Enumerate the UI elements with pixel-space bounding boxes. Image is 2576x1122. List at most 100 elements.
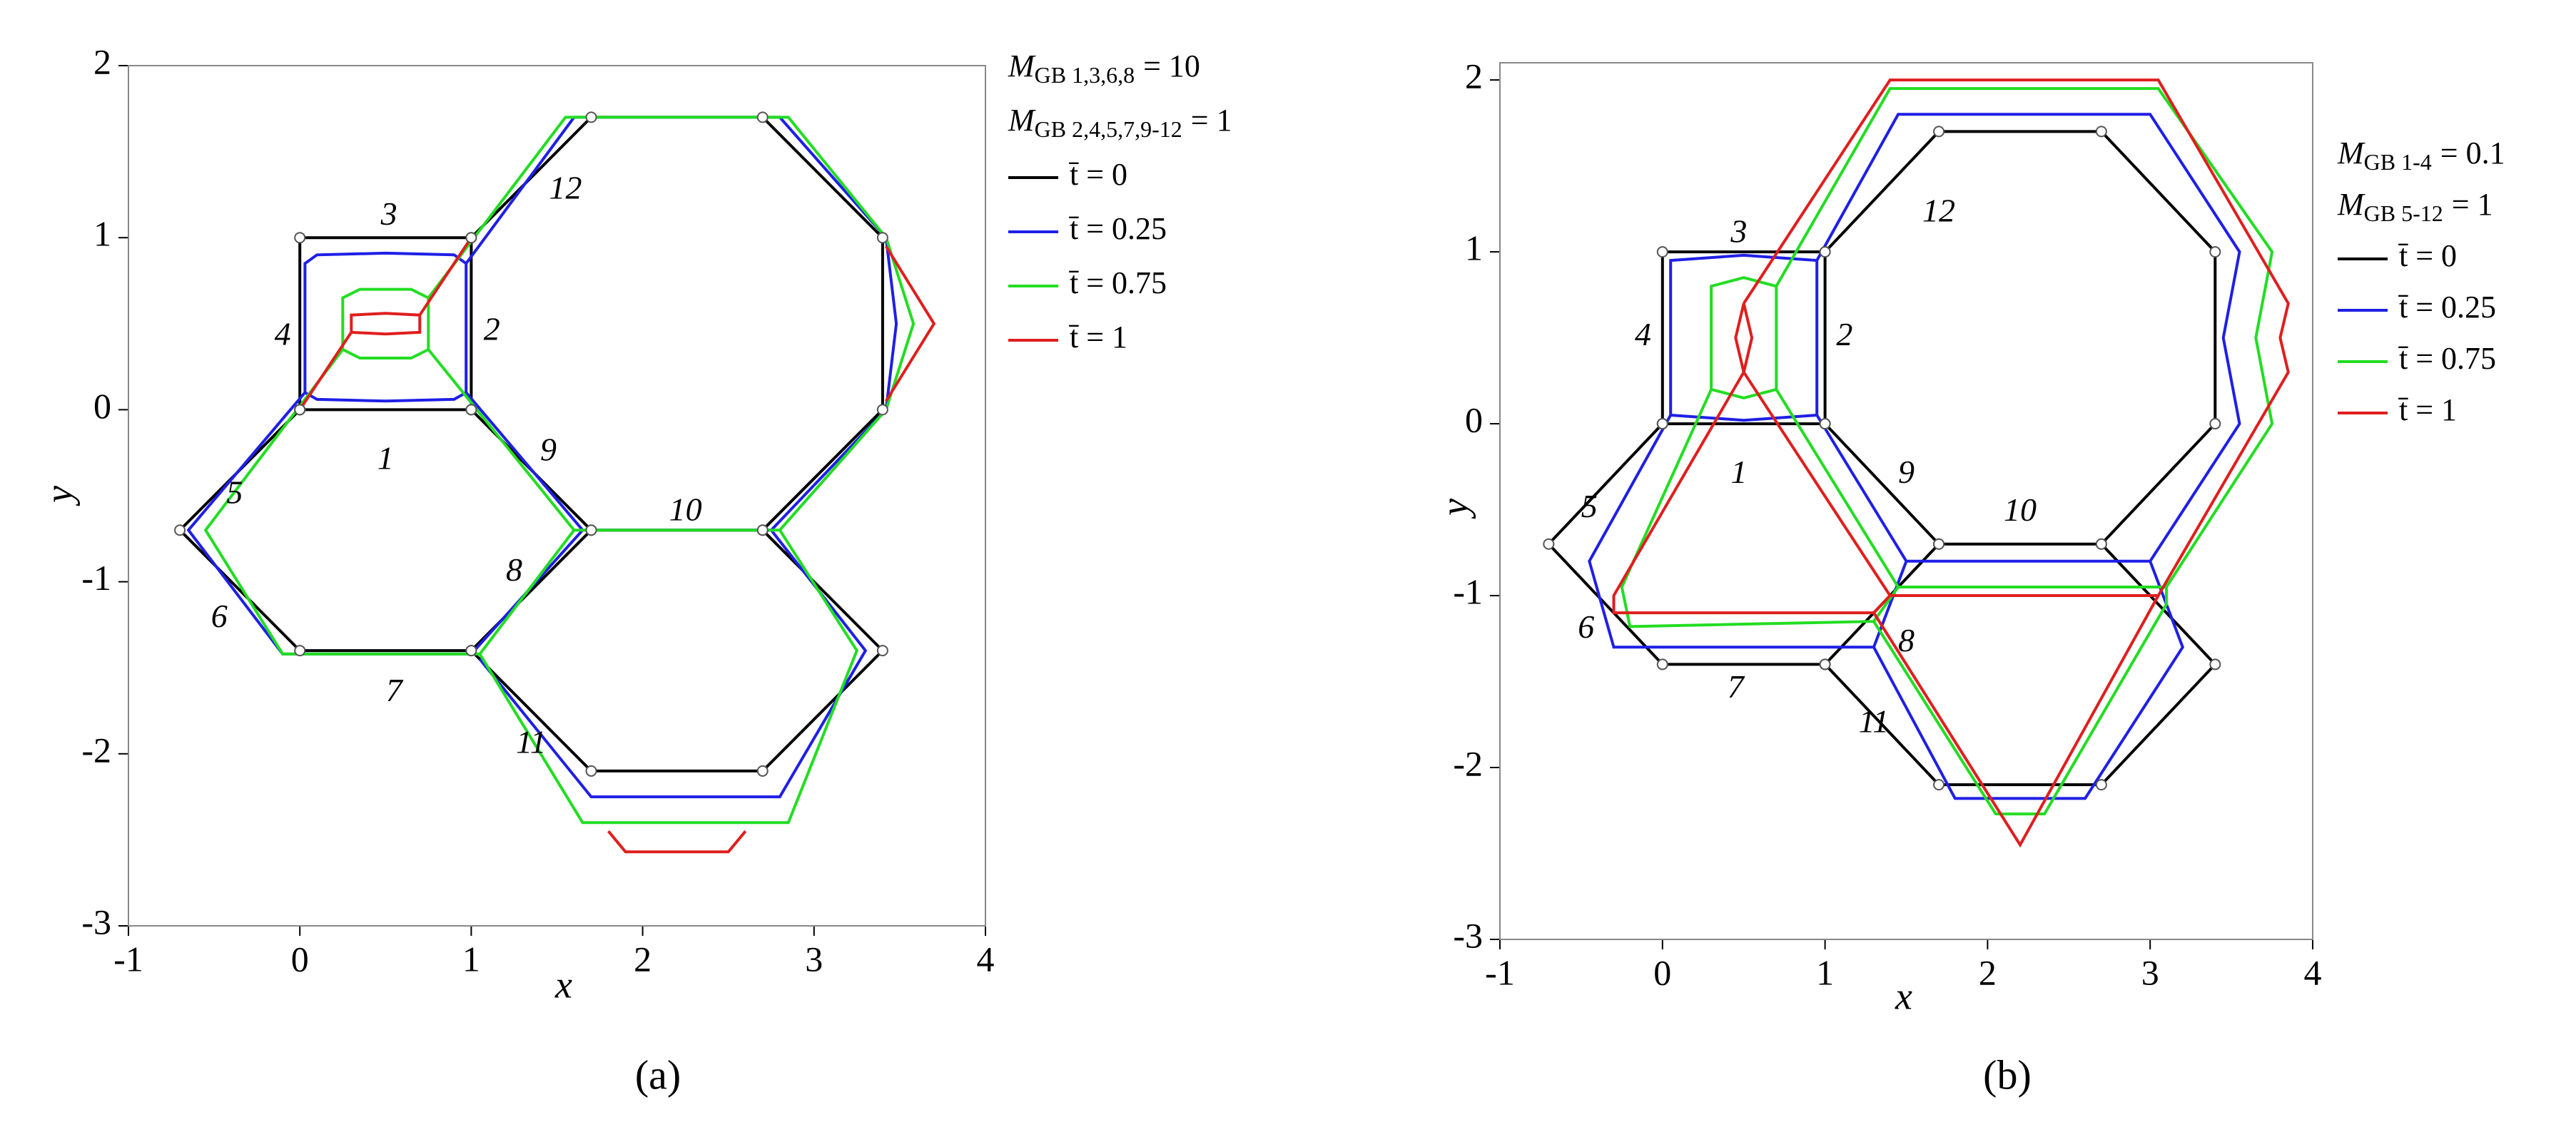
x-tick-label: 2 bbox=[634, 939, 651, 979]
vertex-marker bbox=[1656, 418, 1668, 430]
vertex-marker bbox=[1819, 658, 1831, 670]
series-line bbox=[1588, 113, 2241, 800]
edge-label: 3 bbox=[380, 195, 397, 232]
edge-label: 1 bbox=[377, 439, 394, 476]
series-line bbox=[186, 116, 898, 799]
edge-label: 2 bbox=[1836, 316, 1852, 352]
edge-label: 9 bbox=[1898, 454, 1915, 490]
series-line bbox=[1612, 78, 2290, 848]
x-tick-label: 1 bbox=[462, 939, 480, 979]
legend-title: MGB 5-12 = 1 bbox=[2337, 187, 2493, 226]
edge-label: 4 bbox=[1635, 316, 1651, 352]
legend-label: t̄ = 0.75 bbox=[2398, 341, 2496, 376]
legend-subscript: GB 2,4,5,7,9-12 bbox=[1035, 116, 1182, 142]
y-tick-label: -2 bbox=[1453, 743, 1483, 783]
vertex-marker bbox=[465, 404, 477, 416]
vertex-marker bbox=[294, 645, 306, 657]
y-tick-label: 0 bbox=[1465, 400, 1483, 440]
edge-label: 5 bbox=[226, 474, 243, 511]
edge-label: 8 bbox=[506, 551, 522, 588]
edge-label: 3 bbox=[1730, 213, 1747, 250]
edge-label: 7 bbox=[386, 672, 404, 708]
edge-label: 5 bbox=[1581, 488, 1598, 524]
vertex-marker bbox=[465, 645, 477, 657]
y-tick-label: 0 bbox=[93, 386, 111, 426]
edge-label: 9 bbox=[540, 431, 557, 467]
caption: (b) bbox=[1983, 1051, 2032, 1098]
legend-label: t̄ = 0.25 bbox=[2398, 290, 2496, 325]
vertex-marker bbox=[2095, 779, 2107, 791]
edge-label: 7 bbox=[1728, 668, 1745, 705]
series-line bbox=[1620, 87, 2274, 816]
legend-text: = 0.1 bbox=[2440, 136, 2505, 170]
legend-title: MGB 1,3,6,8 = 10 bbox=[1008, 49, 1200, 88]
vertex-marker bbox=[294, 404, 306, 416]
vertex-marker bbox=[876, 645, 888, 657]
x-tick-label: -1 bbox=[113, 939, 143, 979]
vertex-marker bbox=[756, 111, 769, 123]
vertex-marker bbox=[1933, 779, 1945, 791]
y-tick-label: 1 bbox=[93, 214, 111, 254]
plot-frame bbox=[128, 65, 986, 927]
edge-label: 8 bbox=[1898, 622, 1915, 658]
x-tick-label: 4 bbox=[2304, 952, 2322, 992]
y-tick-label: -3 bbox=[81, 902, 111, 942]
legend-title: MGB 1-4 = 0.1 bbox=[2337, 136, 2505, 175]
legend-label: t̄ = 0 bbox=[2398, 238, 2457, 273]
y-tick-label: -1 bbox=[81, 558, 111, 598]
edge-label: 6 bbox=[1578, 608, 1594, 645]
vertex-marker bbox=[1933, 538, 1945, 550]
edge-label: 11 bbox=[1859, 703, 1890, 739]
vertex-marker bbox=[1543, 538, 1555, 550]
legend-label: t̄ = 0 bbox=[1069, 157, 1127, 192]
x-tick-label: -1 bbox=[1485, 952, 1515, 992]
vertex-marker bbox=[876, 404, 888, 416]
plot-frame bbox=[1499, 62, 2313, 940]
y-tick-label: 2 bbox=[1465, 56, 1483, 96]
x-axis-label: x bbox=[1895, 974, 1912, 1017]
y-axis-label: y bbox=[37, 486, 80, 506]
x-tick-label: 4 bbox=[977, 939, 995, 979]
vertex-marker bbox=[465, 232, 477, 244]
vertex-marker bbox=[876, 232, 888, 244]
edge-label: 6 bbox=[211, 598, 228, 634]
caption: (a) bbox=[635, 1051, 681, 1098]
legend-subscript: GB 1-4 bbox=[2364, 149, 2432, 175]
series-line bbox=[203, 116, 916, 825]
legend-subscript: GB 1,3,6,8 bbox=[1035, 62, 1135, 88]
y-tick-label: -2 bbox=[81, 730, 111, 770]
x-tick-label: 1 bbox=[1816, 952, 1834, 992]
vertex-marker bbox=[1819, 418, 1831, 430]
edge-label: 11 bbox=[516, 723, 547, 760]
legend-subscript: GB 5-12 bbox=[2364, 200, 2443, 226]
vertex-marker bbox=[585, 524, 597, 536]
y-tick-label: -3 bbox=[1453, 915, 1483, 955]
vertex-marker bbox=[1819, 246, 1831, 258]
edge-label: 2 bbox=[484, 310, 500, 347]
edge-label: 12 bbox=[549, 170, 582, 206]
legend-text: = 1 bbox=[2452, 187, 2493, 222]
y-axis-label: y bbox=[1433, 499, 1476, 519]
x-tick-label: 3 bbox=[2141, 952, 2159, 992]
vertex-marker bbox=[1656, 246, 1668, 258]
x-axis-label: x bbox=[554, 963, 572, 1006]
vertex-marker bbox=[174, 524, 186, 536]
vertex-marker bbox=[756, 524, 769, 536]
legend-symbol: M bbox=[2337, 136, 2365, 170]
vertex-marker bbox=[2095, 538, 2107, 550]
edge-label: 10 bbox=[669, 491, 702, 528]
legend-label: t̄ = 1 bbox=[2398, 392, 2457, 427]
legend-symbol: M bbox=[1008, 103, 1036, 138]
vertex-marker bbox=[2209, 246, 2221, 258]
vertex-marker bbox=[1656, 658, 1668, 670]
edge-label: 1 bbox=[1730, 454, 1747, 490]
vertex-marker bbox=[2209, 418, 2221, 430]
legend-label: t̄ = 0.25 bbox=[1069, 211, 1167, 246]
x-tick-label: 0 bbox=[291, 939, 309, 979]
vertex-marker bbox=[756, 765, 769, 777]
vertex-marker bbox=[2095, 126, 2107, 138]
legend-symbol: M bbox=[1008, 49, 1036, 83]
edge-label: 4 bbox=[275, 316, 291, 352]
series-line bbox=[298, 237, 936, 854]
